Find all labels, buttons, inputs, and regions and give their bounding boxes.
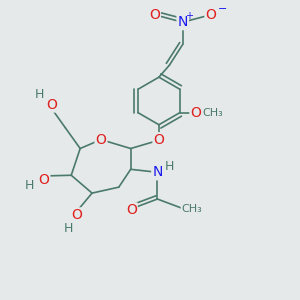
Text: H: H [34, 88, 44, 101]
Text: O: O [95, 133, 106, 147]
Text: N: N [152, 165, 163, 179]
Text: O: O [46, 98, 57, 112]
Text: O: O [126, 203, 137, 217]
Text: O: O [154, 133, 164, 147]
Text: O: O [38, 173, 49, 187]
Text: H: H [24, 179, 34, 192]
Text: H: H [165, 160, 175, 173]
Text: H: H [64, 222, 74, 235]
Text: −: − [218, 4, 227, 14]
Text: O: O [72, 208, 83, 222]
Text: O: O [149, 8, 160, 22]
Text: O: O [190, 106, 201, 120]
Text: N: N [178, 15, 188, 29]
Text: CH₃: CH₃ [203, 108, 224, 118]
Text: CH₃: CH₃ [181, 204, 202, 214]
Text: +: + [185, 11, 193, 21]
Text: O: O [206, 8, 216, 22]
